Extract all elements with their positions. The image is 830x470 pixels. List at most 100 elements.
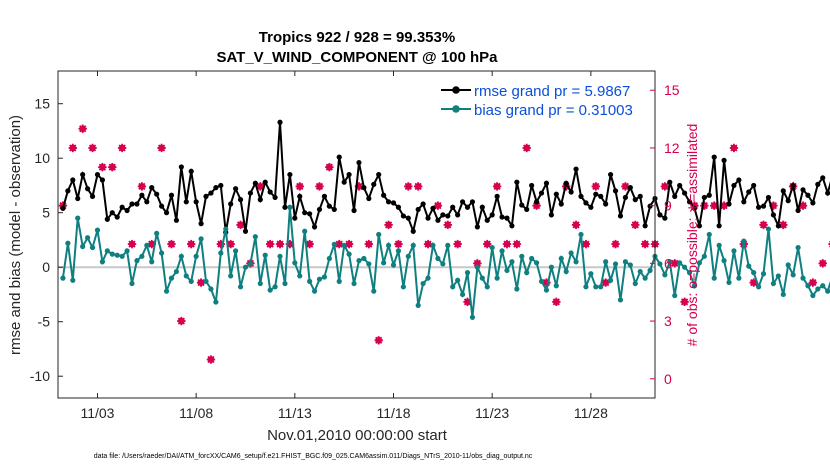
rmse-point xyxy=(257,197,263,203)
rmse-markers xyxy=(60,119,830,235)
rmse-point xyxy=(390,200,397,206)
bias-point xyxy=(682,264,688,270)
bias-point xyxy=(381,260,387,266)
obs-asterisk-stroke xyxy=(680,298,689,306)
x-tick-label: 11/28 xyxy=(574,405,608,421)
rmse-point xyxy=(593,191,599,197)
bias-point xyxy=(316,276,323,282)
rmse-point xyxy=(233,186,239,192)
obs-assimilated-marker xyxy=(117,143,127,153)
bias-point xyxy=(588,271,594,277)
obs-asterisk-stroke xyxy=(779,221,787,229)
bias-point xyxy=(558,255,564,262)
rmse-point xyxy=(60,205,66,211)
obs-assimilated-marker xyxy=(719,201,729,210)
rmse-point xyxy=(455,212,461,218)
bias-point xyxy=(213,299,219,305)
obs-assimilated-marker xyxy=(453,239,462,249)
rmse-point xyxy=(440,212,446,218)
obs-asterisk-stroke xyxy=(444,221,452,229)
obs-assimilated-marker xyxy=(315,182,324,191)
bias-point xyxy=(159,250,165,256)
bias-point xyxy=(603,259,609,265)
y2-tick-label: 0 xyxy=(664,371,672,387)
bias-point xyxy=(677,260,683,266)
obs-count-layer xyxy=(58,124,830,364)
bias-point xyxy=(701,253,707,259)
obs-asterisk-stroke xyxy=(266,240,274,248)
obs-asterisk-stroke xyxy=(148,240,156,248)
rmse-point xyxy=(326,203,332,209)
bias-point xyxy=(109,251,115,257)
bias-point xyxy=(168,275,175,281)
obs-assimilated-marker xyxy=(78,124,87,133)
bias-point xyxy=(578,231,584,238)
bias-point xyxy=(686,270,693,276)
obs-asterisk-stroke xyxy=(809,278,817,287)
obs-asterisk-stroke xyxy=(592,182,600,191)
obs-assimilated-marker xyxy=(137,182,147,191)
bias-point xyxy=(756,284,762,290)
rmse-point xyxy=(524,206,530,213)
chart-title: Tropics 922 / 928 = 99.353% xyxy=(259,29,455,46)
rmse-point xyxy=(588,204,594,210)
bias-point xyxy=(173,268,180,275)
rmse-point xyxy=(746,189,752,195)
rmse-point xyxy=(410,228,416,234)
rmse-point xyxy=(277,119,283,125)
obs-asterisk-stroke xyxy=(819,259,827,267)
bias-point xyxy=(775,273,781,279)
rmse-point xyxy=(760,203,767,209)
bias-point xyxy=(119,253,125,259)
bias-point xyxy=(65,240,71,246)
rmse-point xyxy=(94,171,101,178)
obs-asterisk-stroke xyxy=(187,240,195,248)
y-tick-label: 15 xyxy=(34,96,50,112)
rmse-point xyxy=(563,180,569,186)
obs-assimilated-marker xyxy=(404,182,413,191)
obs-asterisk-stroke xyxy=(276,240,284,248)
obs-asterisk-stroke xyxy=(483,240,491,248)
bias-point xyxy=(637,268,643,275)
bias-point xyxy=(390,262,397,268)
bias-point xyxy=(751,270,757,276)
rmse-point xyxy=(242,228,249,234)
rmse-point xyxy=(173,217,180,223)
rmse-point xyxy=(538,190,545,196)
rmse-point xyxy=(543,180,550,186)
bias-point xyxy=(242,264,249,270)
bias-point xyxy=(341,242,347,248)
rmse-point xyxy=(252,180,258,186)
rmse-point xyxy=(85,186,91,192)
y-tick-label: 0 xyxy=(42,259,50,275)
obs-asterisk-stroke xyxy=(631,221,639,229)
y2-axis-label: # of obs: o=possible; ∗=assimilated xyxy=(684,124,700,347)
rmse-point xyxy=(573,166,579,172)
bias-point xyxy=(326,255,332,262)
obs-assimilated-marker xyxy=(640,239,650,249)
obs-asterisk-stroke xyxy=(108,163,116,171)
bias-point xyxy=(741,238,747,244)
rmse-point xyxy=(400,213,406,219)
obs-asterisk-stroke xyxy=(167,240,176,248)
rmse-point xyxy=(445,213,451,219)
bias-point xyxy=(272,284,278,290)
obs-assimilated-marker xyxy=(167,239,176,249)
rmse-point xyxy=(598,193,604,199)
bias-series-line xyxy=(61,207,830,318)
obs-assimilated-marker xyxy=(601,278,610,287)
rmse-point xyxy=(203,193,209,199)
obs-assimilated-marker xyxy=(443,220,452,230)
bias-point xyxy=(573,259,579,265)
rmse-point xyxy=(583,200,589,206)
rmse-point xyxy=(825,190,830,196)
bias-point xyxy=(553,283,559,289)
bias-point xyxy=(805,283,811,289)
rmse-point xyxy=(267,189,273,195)
obs-asterisk-stroke xyxy=(138,182,146,191)
obs-asterisk-stroke xyxy=(315,182,324,191)
obs-asterisk-stroke xyxy=(306,240,314,248)
bias-point xyxy=(223,226,229,232)
rmse-point xyxy=(696,223,703,229)
rmse-point xyxy=(519,202,525,208)
